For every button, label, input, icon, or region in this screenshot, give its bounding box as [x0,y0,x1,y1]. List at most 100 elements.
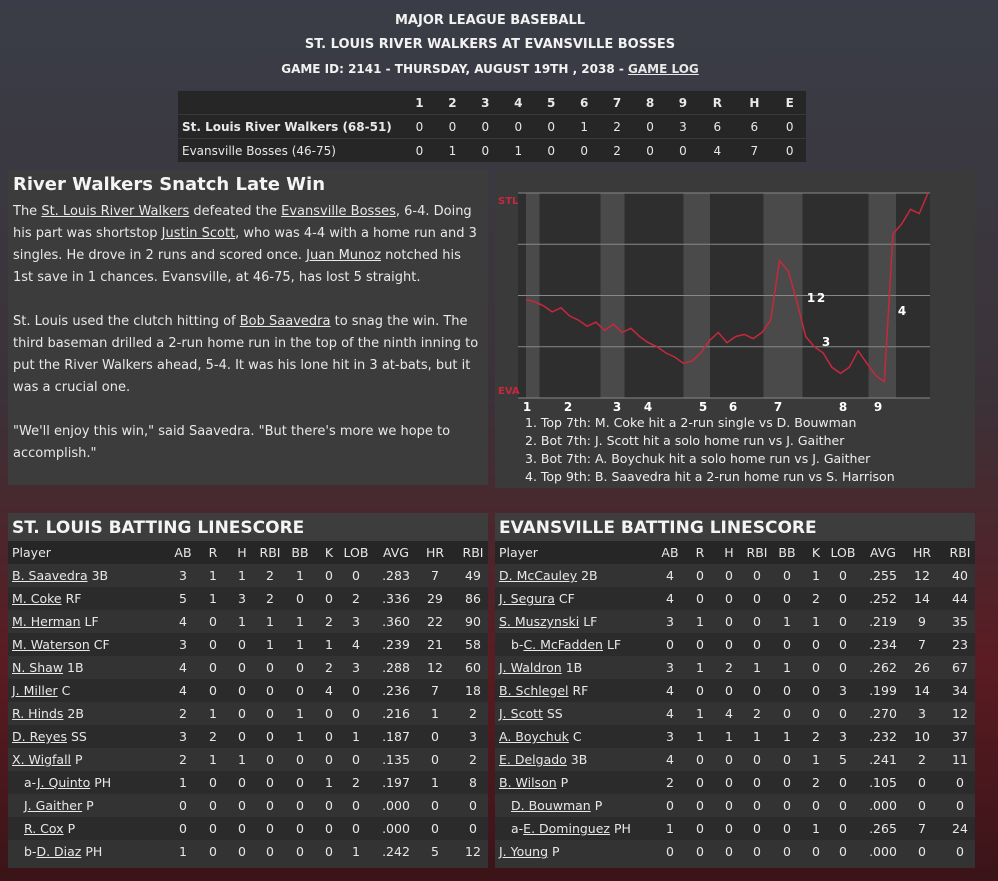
column-header: BB [291,545,309,560]
column-header: 2 [435,90,469,115]
player-row: D. Reyes SS 3 2 0 0 1 0 1 .187 0 3 [8,725,488,748]
bottom-label: EVA [498,386,520,397]
stat-cell: 1 [209,568,217,583]
stat-cell: 3 [179,729,187,744]
stat-cell: 2 [753,706,761,721]
player-link[interactable]: C. McFadden [523,637,603,652]
stat-cell: 0 [725,798,733,813]
stat-cell: .239 [382,637,410,652]
stat-cell: 4 [352,637,360,652]
stat-cell: 0 [325,729,333,744]
stat-cell: 0 [238,798,246,813]
player-link[interactable]: D. Diaz [36,844,82,859]
story-link[interactable]: St. Louis River Walkers [41,204,190,219]
stat-cell: 1 [238,568,246,583]
stat-cell: 8 [469,775,477,790]
stat-cell: 0 [956,775,964,790]
stat-cell: 5 [179,591,187,606]
player-link[interactable]: J. Miller [12,683,58,698]
player-link[interactable]: D. Bouwman [511,798,591,813]
table-title: ST. LOUIS BATTING LINESCORE [8,513,488,541]
story-link[interactable]: Evansville Bosses [281,204,396,219]
stat-cell: 0 [325,752,333,767]
player-link[interactable]: S. Muszynski [499,614,580,629]
player-row: M. Herman LF 4 0 1 1 1 2 3 .360 22 90 [8,610,488,633]
player-link[interactable]: J. Young [499,844,549,859]
stat-cell: 0 [956,844,964,859]
player-link[interactable]: B. Wilson [499,775,557,790]
game-log-link[interactable]: GAME LOG [628,62,699,76]
player-link[interactable]: D. McCauley [499,568,578,583]
stat-cell: 0 [839,591,847,606]
player-link[interactable]: E. Delgado [499,752,567,767]
story-link[interactable]: Justin Scott [161,226,236,241]
stat-cell: 0 [469,821,477,836]
stat-cell: 1 [431,775,439,790]
player-link[interactable]: R. Hinds [12,706,64,721]
player-cell: b-C. McFadden LF [511,633,621,656]
player-row: D. Bouwman P 0 0 0 0 0 0 0 .000 0 0 [495,794,975,817]
player-link[interactable]: M. Waterson [12,637,90,652]
player-link[interactable]: J. Scott [499,706,543,721]
event-note: 2. Bot 7th: J. Scott hit a solo home run… [525,433,845,448]
linescore-cell: 0 [534,138,568,162]
player-row: J. Scott SS 4 1 4 2 0 0 0 .270 3 12 [495,702,975,725]
player-link[interactable]: E. Dominguez [523,821,610,836]
stat-cell: 2 [469,752,477,767]
player-link[interactable]: J. Quinto [36,775,91,790]
player-link[interactable]: A. Boychuk [499,729,569,744]
header-row: Player AB R H RBI BB K LOB AVG HR RBI [495,541,975,564]
table-title: EVANSVILLE BATTING LINESCORE [495,513,975,541]
player-link[interactable]: M. Coke [12,591,62,606]
player-link[interactable]: B. Schlegel [499,683,569,698]
stat-cell: 1 [783,660,791,675]
stat-cell: .262 [869,660,897,675]
stat-cell: .252 [869,591,897,606]
player-link[interactable]: B. Saavedra [12,568,88,583]
column-header: 6 [567,90,601,115]
player-link[interactable]: J. Segura [499,591,555,606]
player-link[interactable]: J. Waldron [499,660,562,675]
player-link[interactable]: X. Wigfall [12,752,72,767]
player-link[interactable]: N. Shaw [12,660,64,675]
linescore-cell: 4 [699,138,736,162]
player-link[interactable]: M. Herman [12,614,81,629]
player-row: a-J. Quinto PH 1 0 0 0 0 1 2 .197 1 8 [8,771,488,794]
stat-cell: 7 [431,683,439,698]
stat-cell: 0 [209,821,217,836]
story-link[interactable]: Juan Munoz [306,248,382,263]
event-marker: 4 [898,304,906,318]
story-text: , who was 4-4 with a home run and 3 sing… [13,226,477,263]
stat-cell: 0 [296,844,304,859]
stat-cell: 1 [783,614,791,629]
story-text: to snag the win. The third baseman drill… [13,314,479,395]
column-header: RBI [949,545,971,560]
event-note: 1. Top 7th: M. Coke hit a 2-run single v… [525,415,856,430]
player-cell: D. Bouwman P [511,794,602,817]
team-name: St. Louis River Walkers (68-51) [178,114,403,139]
player-row: R. Hinds 2B 2 1 0 0 1 0 0 .216 1 2 [8,702,488,725]
stat-cell: 2 [666,775,674,790]
stat-cell: 40 [952,568,968,583]
player-link[interactable]: D. Reyes [12,729,67,744]
stat-cell: 2 [352,775,360,790]
stat-cell: 1 [666,821,674,836]
stat-cell: .288 [382,660,410,675]
stat-cell: 0 [179,821,187,836]
column-header: HR [912,545,932,560]
stat-cell: .234 [869,637,897,652]
player-link[interactable]: R. Cox [24,821,64,836]
player-link[interactable]: J. Gaither [24,798,83,813]
linescore-cell: 0 [468,114,502,139]
stat-cell: 3 [918,706,926,721]
stat-cell: 2 [812,591,820,606]
stat-cell: 0 [352,798,360,813]
stat-cell: 0 [783,844,791,859]
story-link[interactable]: Bob Saavedra [239,314,331,329]
stat-cell: 3 [238,591,246,606]
linescore-cell: 1 [567,114,601,139]
player-row: J. Waldron 1B 3 1 2 1 1 0 0 .262 26 67 [495,656,975,679]
inning-label: 8 [839,400,847,414]
stat-cell: 34 [952,683,968,698]
